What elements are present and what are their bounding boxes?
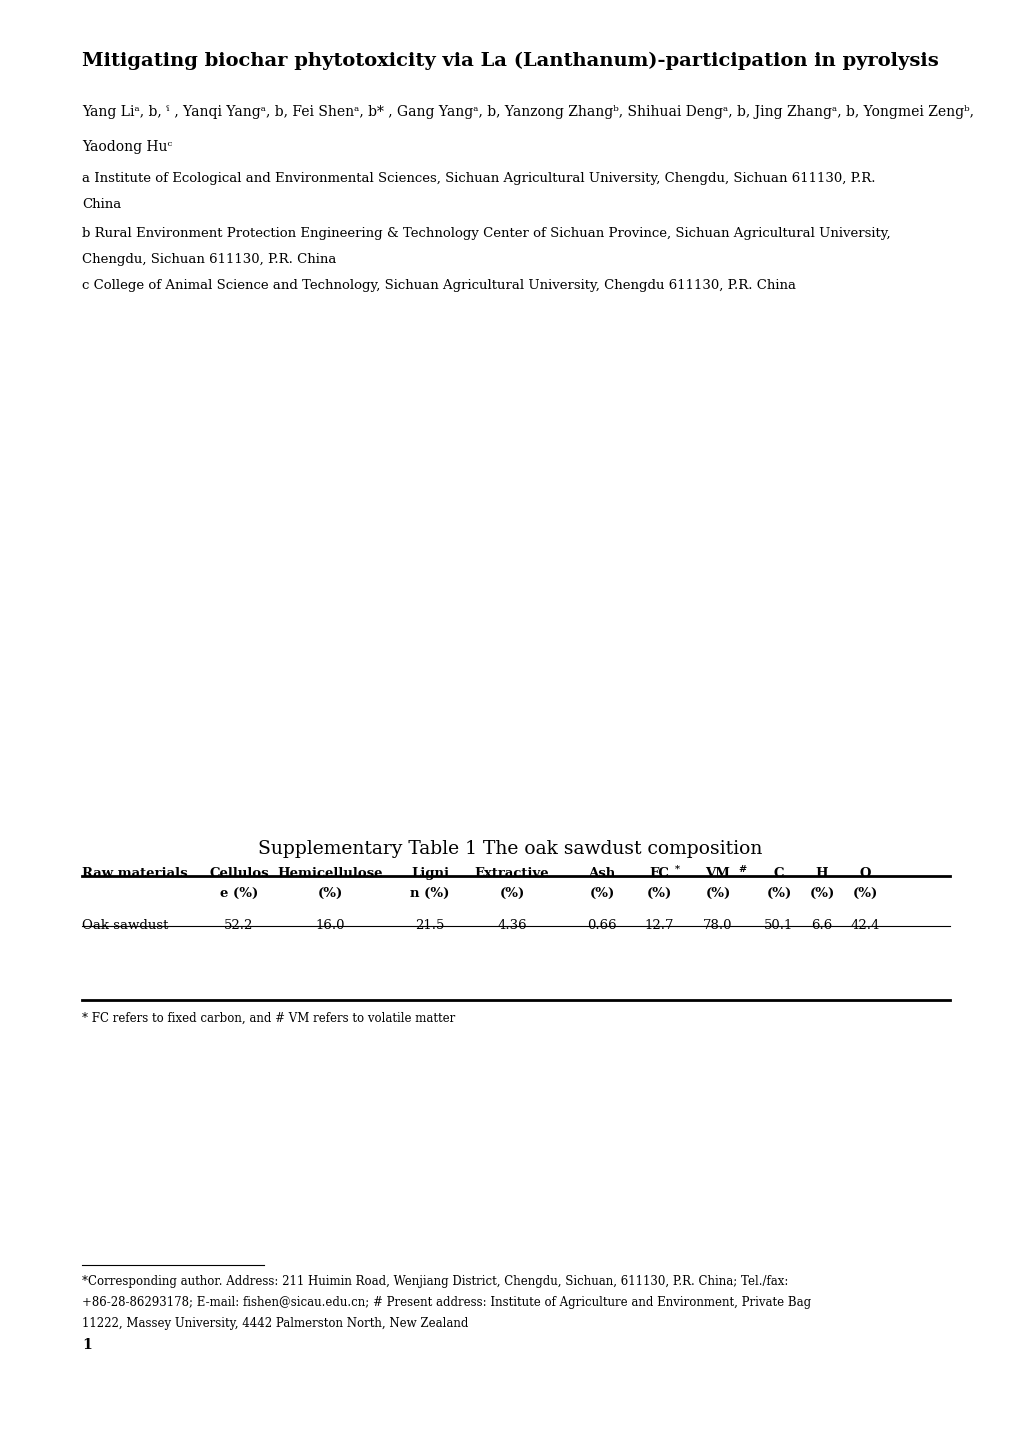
Text: b Rural Environment Protection Engineering & Technology Center of Sichuan Provin: b Rural Environment Protection Engineeri… (82, 227, 890, 240)
Text: n (%): n (%) (410, 887, 449, 900)
Text: (%): (%) (705, 887, 730, 900)
Text: *: * (675, 864, 680, 874)
Text: Mitigating biochar phytotoxicity via La (Lanthanum)-participation in pyrolysis: Mitigating biochar phytotoxicity via La … (82, 52, 937, 71)
Text: 11222, Massey University, 4442 Palmerston North, New Zealand: 11222, Massey University, 4442 Palmersto… (82, 1317, 468, 1330)
Text: Chengdu, Sichuan 611130, P.R. China: Chengdu, Sichuan 611130, P.R. China (82, 253, 336, 266)
Text: (%): (%) (589, 887, 614, 900)
Text: 21.5: 21.5 (415, 919, 444, 932)
Text: (%): (%) (852, 887, 876, 900)
Text: Oak sawdust: Oak sawdust (82, 919, 168, 932)
Text: 42.4: 42.4 (850, 919, 878, 932)
Text: (%): (%) (646, 887, 671, 900)
Text: (%): (%) (317, 887, 342, 900)
Text: Yang Liᵃ, b, ˤ , Yanqi Yangᵃ, b, Fei Shenᵃ, b* , Gang Yangᵃ, b, Yanzong Zhangᵇ, : Yang Liᵃ, b, ˤ , Yanqi Yangᵃ, b, Fei She… (82, 105, 973, 118)
Text: 12.7: 12.7 (644, 919, 674, 932)
Text: e (%): e (%) (220, 887, 258, 900)
Text: 16.0: 16.0 (315, 919, 344, 932)
Text: VM: VM (705, 867, 730, 880)
Text: Cellulos: Cellulos (209, 867, 269, 880)
Text: Raw materials: Raw materials (82, 867, 187, 880)
Text: 0.66: 0.66 (587, 919, 616, 932)
Text: China: China (82, 198, 121, 211)
Text: +86-28-86293178; E-mail: fishen@sicau.edu.cn; # Present address: Institute of Ag: +86-28-86293178; E-mail: fishen@sicau.ed… (82, 1296, 810, 1309)
Text: 6.6: 6.6 (810, 919, 832, 932)
Text: Supplementary Table 1 The oak sawdust composition: Supplementary Table 1 The oak sawdust co… (258, 840, 761, 859)
Text: (%): (%) (765, 887, 791, 900)
Text: Ligni: Ligni (411, 867, 448, 880)
Text: C: C (773, 867, 784, 880)
Text: FC: FC (648, 867, 668, 880)
Text: 50.1: 50.1 (763, 919, 793, 932)
Text: Ash: Ash (588, 867, 615, 880)
Text: 52.2: 52.2 (224, 919, 254, 932)
Text: (%): (%) (809, 887, 834, 900)
Text: c College of Animal Science and Technology, Sichuan Agricultural University, Che: c College of Animal Science and Technolo… (82, 278, 795, 291)
Text: 78.0: 78.0 (702, 919, 732, 932)
Text: *Corresponding author. Address: 211 Huimin Road, Wenjiang District, Chengdu, Sic: *Corresponding author. Address: 211 Huim… (82, 1276, 788, 1289)
Text: Hemicellulose: Hemicellulose (277, 867, 382, 880)
Text: a Institute of Ecological and Environmental Sciences, Sichuan Agricultural Unive: a Institute of Ecological and Environmen… (82, 172, 874, 185)
Text: 1: 1 (82, 1338, 92, 1352)
Text: (%): (%) (499, 887, 524, 900)
Text: 4.36: 4.36 (496, 919, 526, 932)
Text: O: O (858, 867, 870, 880)
Text: Extractive: Extractive (474, 867, 549, 880)
Text: Yaodong Huᶜ: Yaodong Huᶜ (82, 140, 172, 154)
Text: H: H (815, 867, 827, 880)
Text: * FC refers to fixed carbon, and # VM refers to volatile matter: * FC refers to fixed carbon, and # VM re… (82, 1012, 454, 1025)
Text: #: # (738, 864, 745, 874)
